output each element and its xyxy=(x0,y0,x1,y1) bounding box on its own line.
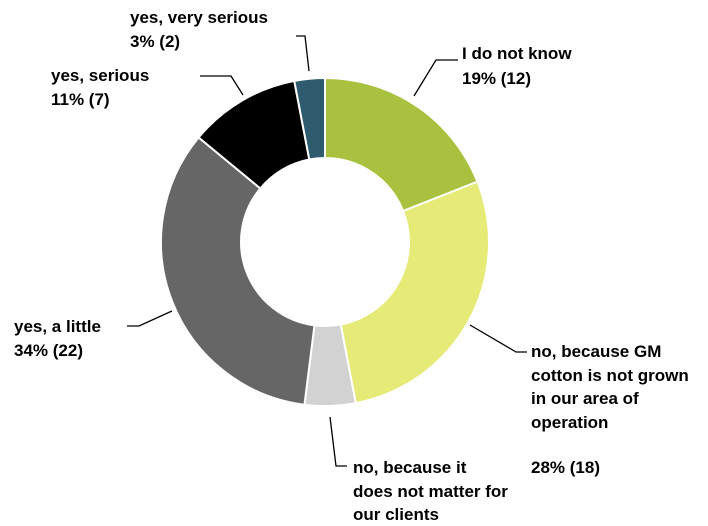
donut-slice-1 xyxy=(324,76,479,213)
label-no-does-not-matter-line1: no, because it xyxy=(353,458,467,477)
label-no-gm-line1: no, because GM xyxy=(531,342,661,361)
label-no-gm-line4: operation xyxy=(531,413,608,432)
donut-slices xyxy=(160,76,490,407)
label-no-gm-value: 28% (18) xyxy=(531,458,600,477)
donut-slice-4 xyxy=(160,136,316,406)
label-i-do-not-know-value: 19% (12) xyxy=(462,69,531,88)
label-no-does-not-matter-line2: does not matter for xyxy=(353,482,508,501)
label-no-gm-line3: in our area of xyxy=(531,389,639,408)
leader-line-yes-very-serious xyxy=(296,35,310,72)
label-yes-a-little-name: yes, a little xyxy=(14,317,101,336)
leader-line-i-do-not-know xyxy=(413,59,458,97)
leader-line-no-does-not-matter xyxy=(329,416,347,467)
label-yes-a-little-value: 34% (22) xyxy=(14,341,83,360)
donut-slice-6 xyxy=(293,76,326,161)
label-no-gm-line2: cotton is not grown xyxy=(531,366,689,385)
label-yes-very-serious-value: 3% (2) xyxy=(130,32,180,51)
label-i-do-not-know-name: I do not know xyxy=(462,44,572,63)
label-no-does-not-matter-line3: our clients xyxy=(353,505,439,524)
label-yes-serious-value: 11% (7) xyxy=(51,90,110,109)
label-yes-serious-name: yes, serious xyxy=(51,66,149,85)
label-yes-very-serious-name: yes, very serious xyxy=(130,8,268,27)
donut-slice-2 xyxy=(339,180,490,405)
leader-line-yes-serious xyxy=(200,75,244,96)
leader-line-yes-a-little xyxy=(127,310,173,327)
leader-line-no-gm-not-grown xyxy=(469,324,527,353)
